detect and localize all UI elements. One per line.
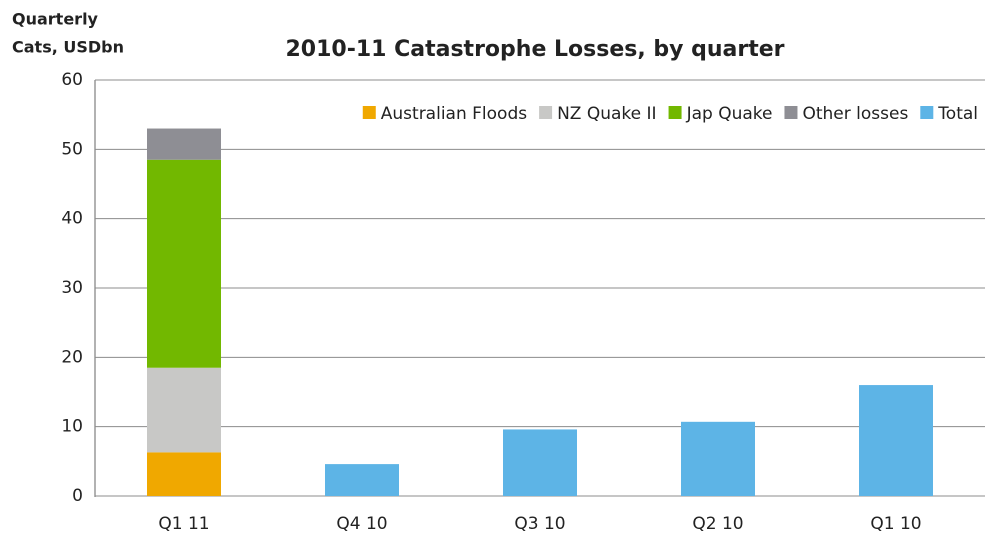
bar-segment <box>147 452 221 496</box>
chart-title: 2010-11 Catastrophe Losses, by quarter <box>285 37 784 62</box>
y-axis-label: Cats, USDbn <box>12 38 124 57</box>
legend-swatch <box>920 106 934 119</box>
bar-segment <box>147 159 221 368</box>
bar-segment <box>681 421 755 496</box>
y-tick-label: 40 <box>61 209 83 229</box>
y-axis-label: Quarterly <box>12 10 99 29</box>
y-tick-label: 30 <box>61 278 83 298</box>
legend-label: Other losses <box>802 104 908 124</box>
legend-label: Total <box>937 104 978 124</box>
bar-segment <box>503 429 577 496</box>
legend-swatch <box>362 106 376 119</box>
legend-label: Australian Floods <box>381 104 527 124</box>
bar-segment <box>859 385 933 496</box>
y-tick-label: 10 <box>61 417 83 437</box>
x-tick-label: Q3 10 <box>514 514 565 534</box>
x-tick-label: Q1 11 <box>158 514 209 534</box>
legend-swatch <box>539 106 553 119</box>
x-tick-label: Q1 10 <box>870 514 921 534</box>
x-tick-label: Q4 10 <box>336 514 387 534</box>
legend-swatch <box>784 106 798 119</box>
y-tick-label: 20 <box>61 347 83 367</box>
legend-label: Jap Quake <box>686 104 773 124</box>
y-tick-label: 0 <box>72 486 83 506</box>
bar-segment <box>147 128 221 160</box>
y-tick-label: 50 <box>61 139 83 159</box>
bar-segment <box>325 464 399 496</box>
bar-segment <box>147 367 221 453</box>
legend-label: NZ Quake II <box>557 104 656 124</box>
x-tick-label: Q2 10 <box>692 514 743 534</box>
y-tick-label: 60 <box>61 70 83 90</box>
legend-swatch <box>668 106 682 119</box>
